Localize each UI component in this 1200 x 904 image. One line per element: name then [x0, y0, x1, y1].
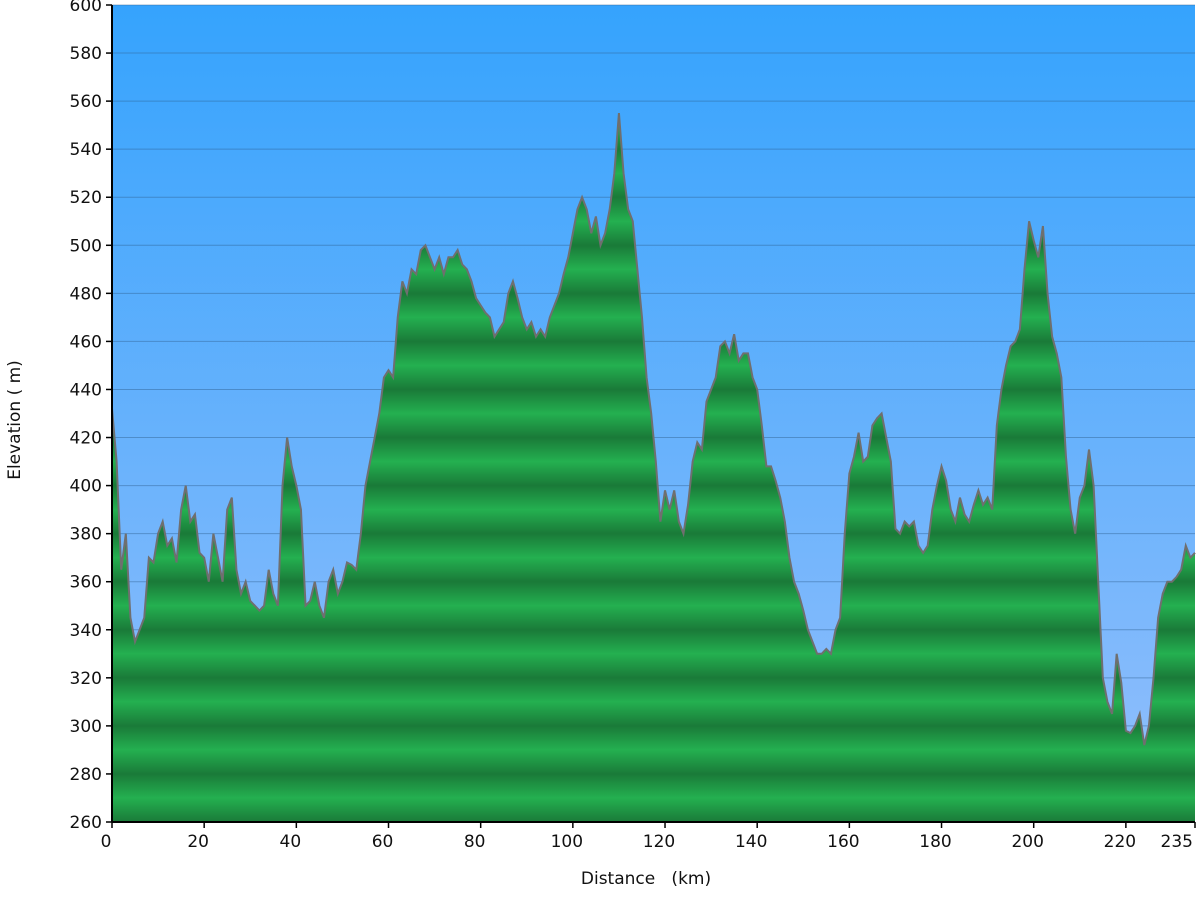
y-tick-label: 420 [70, 429, 102, 449]
x-tick-label: 0 [101, 832, 112, 852]
y-tick-label: 280 [70, 765, 102, 785]
x-axis-label: Distance (km) [581, 869, 711, 889]
y-tick-label: 520 [70, 188, 102, 208]
y-tick-label: 380 [70, 525, 102, 545]
x-tick-label: 235 [1161, 832, 1193, 852]
y-tick-label: 300 [70, 717, 102, 737]
elevation-line [111, 113, 1196, 746]
y-tick-label: 440 [70, 380, 102, 400]
x-tick-label: 20 [187, 832, 209, 852]
x-tick-label: 140 [735, 832, 767, 852]
x-tick-label: 160 [827, 832, 859, 852]
x-tick-label: 220 [1104, 832, 1136, 852]
y-tick-label: 480 [70, 284, 102, 304]
x-tick-label: 80 [464, 832, 486, 852]
x-tick-label: 60 [372, 832, 394, 852]
y-tick-label: 540 [70, 140, 102, 160]
y-tick-label: 260 [70, 813, 102, 833]
y-tick-label: 560 [70, 92, 102, 112]
elevation-area [112, 113, 1195, 822]
x-tick-label: 200 [1011, 832, 1043, 852]
y-axis-label: Elevation ( m) [5, 360, 25, 480]
y-tick-label: 320 [70, 669, 102, 689]
y-tick-label: 500 [70, 236, 102, 256]
y-tick-label: 600 [70, 0, 102, 16]
x-tick-label: 100 [551, 832, 583, 852]
y-tick-label: 360 [70, 573, 102, 593]
y-tick-label: 460 [70, 332, 102, 352]
y-tick-label: 340 [70, 621, 102, 641]
x-tick-label: 120 [643, 832, 675, 852]
y-tick-label: 580 [70, 44, 102, 64]
x-tick-label: 180 [919, 832, 951, 852]
x-tick-label: 40 [280, 832, 302, 852]
y-tick-label: 400 [70, 477, 102, 497]
